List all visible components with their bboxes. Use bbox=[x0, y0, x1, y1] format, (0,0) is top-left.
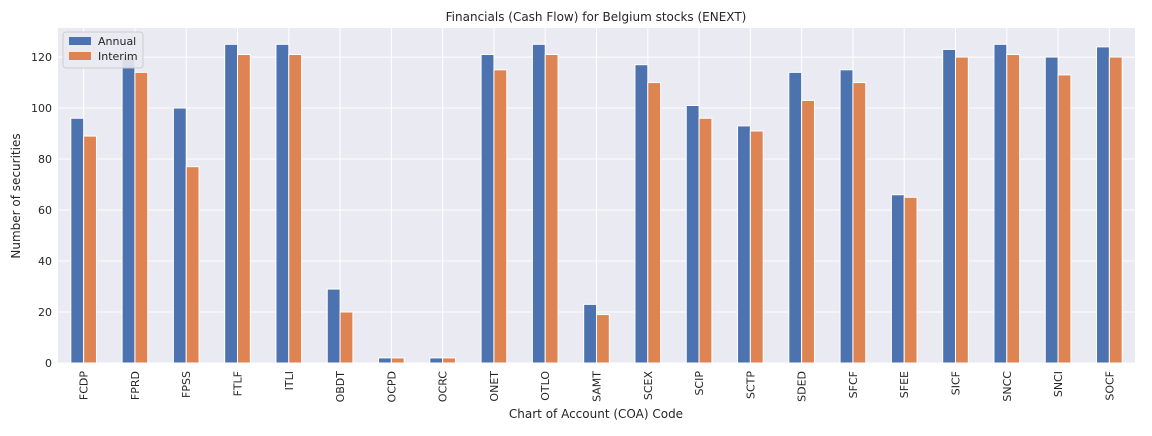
x-tick-label: SNCI bbox=[1052, 371, 1065, 397]
bar-annual-fpss bbox=[172, 107, 187, 364]
bar-interim-sctp bbox=[749, 130, 764, 364]
y-tick-label: 20 bbox=[38, 306, 52, 319]
y-axis-label: Number of securities bbox=[9, 133, 23, 258]
bar-interim-scip bbox=[698, 117, 713, 364]
y-tick-label: 100 bbox=[31, 102, 52, 115]
bar-annual-sded bbox=[788, 71, 803, 364]
x-axis-label: Chart of Account (COA) Code bbox=[509, 407, 683, 421]
bar-interim-fprd bbox=[134, 71, 149, 364]
x-tick-label: SICF bbox=[950, 371, 963, 395]
y-tick-label: 120 bbox=[31, 51, 52, 64]
bar-interim-sicf bbox=[955, 56, 969, 364]
x-tick-label: SOCF bbox=[1103, 371, 1116, 401]
x-tick-label: SFEE bbox=[898, 371, 911, 398]
bar-interim-sded bbox=[801, 99, 815, 364]
bar-interim-itli bbox=[288, 54, 303, 364]
bar-annual-otlo bbox=[531, 43, 546, 364]
bar-interim-ocrc bbox=[442, 357, 456, 364]
y-tick-label: 60 bbox=[38, 204, 52, 217]
x-tick-label: ONET bbox=[488, 371, 501, 402]
bar-annual-socf bbox=[1096, 46, 1110, 364]
bar-annual-fprd bbox=[121, 56, 136, 364]
bar-interim-obdt bbox=[339, 311, 354, 364]
bar-interim-sncc bbox=[1006, 54, 1021, 364]
bar-annual-sicf bbox=[942, 48, 957, 364]
bar-annual-fcdp bbox=[70, 117, 85, 364]
x-tick-label: SCIP bbox=[693, 371, 706, 396]
x-tick-label: FTLF bbox=[232, 371, 245, 396]
bar-annual-onet bbox=[480, 54, 495, 364]
bar-interim-samt bbox=[596, 314, 610, 364]
x-tick-label: OBDT bbox=[334, 371, 347, 403]
x-tick-label: FPRD bbox=[129, 371, 142, 400]
bar-interim-fcdp bbox=[83, 135, 97, 364]
y-tick-label: 0 bbox=[45, 357, 52, 370]
x-tick-label: OCPD bbox=[385, 371, 398, 402]
bar-annual-samt bbox=[583, 303, 598, 364]
bar-interim-sfee bbox=[903, 196, 918, 364]
chart-title: Financials (Cash Flow) for Belgium stock… bbox=[446, 10, 747, 24]
x-tick-label: OTLO bbox=[539, 371, 552, 401]
bar-annual-ocrc bbox=[429, 357, 444, 364]
y-tick-label: 40 bbox=[38, 255, 52, 268]
x-tick-label: FPSS bbox=[180, 371, 193, 398]
y-tick-label: 80 bbox=[38, 153, 52, 166]
x-tick-label: SNCC bbox=[1001, 371, 1014, 402]
legend: Annual Interim bbox=[62, 31, 144, 69]
bar-interim-ftlf bbox=[237, 54, 251, 364]
x-tick-label: SDED bbox=[796, 371, 809, 402]
bar-annual-scex bbox=[634, 64, 649, 364]
legend-label-annual: Annual bbox=[98, 35, 136, 48]
bar-interim-fpss bbox=[185, 166, 200, 364]
legend-label-interim: Interim bbox=[98, 50, 138, 63]
bar-annual-sctp bbox=[737, 125, 751, 364]
bar-interim-snci bbox=[1057, 74, 1072, 364]
bar-annual-sncc bbox=[993, 43, 1008, 364]
bar-annual-sfcf bbox=[839, 69, 854, 364]
bar-interim-otlo bbox=[544, 54, 559, 364]
x-tick-label: FCDP bbox=[78, 371, 91, 400]
bar-annual-snci bbox=[1044, 56, 1059, 364]
bar-interim-scex bbox=[647, 82, 662, 364]
legend-swatch-interim bbox=[69, 52, 91, 60]
legend-swatch-annual bbox=[69, 37, 91, 45]
bar-annual-ocpd bbox=[378, 357, 392, 364]
bar-annual-scip bbox=[685, 105, 700, 364]
bar-annual-itli bbox=[275, 43, 290, 364]
bar-interim-socf bbox=[1108, 56, 1123, 364]
x-tick-label: ITLI bbox=[283, 371, 296, 390]
bar-annual-obdt bbox=[326, 288, 341, 364]
bar-interim-ocpd bbox=[390, 357, 405, 364]
x-tick-label: SFCF bbox=[847, 371, 860, 398]
bar-annual-sfee bbox=[890, 194, 905, 364]
bar-annual-ftlf bbox=[224, 43, 239, 364]
bar-interim-onet bbox=[493, 69, 508, 364]
bar-interim-sfcf bbox=[852, 82, 867, 364]
x-tick-label: SCEX bbox=[642, 371, 655, 401]
x-tick-label: SAMT bbox=[591, 371, 604, 402]
x-tick-label: OCRC bbox=[437, 371, 450, 402]
x-tick-label: SCTP bbox=[744, 371, 757, 399]
